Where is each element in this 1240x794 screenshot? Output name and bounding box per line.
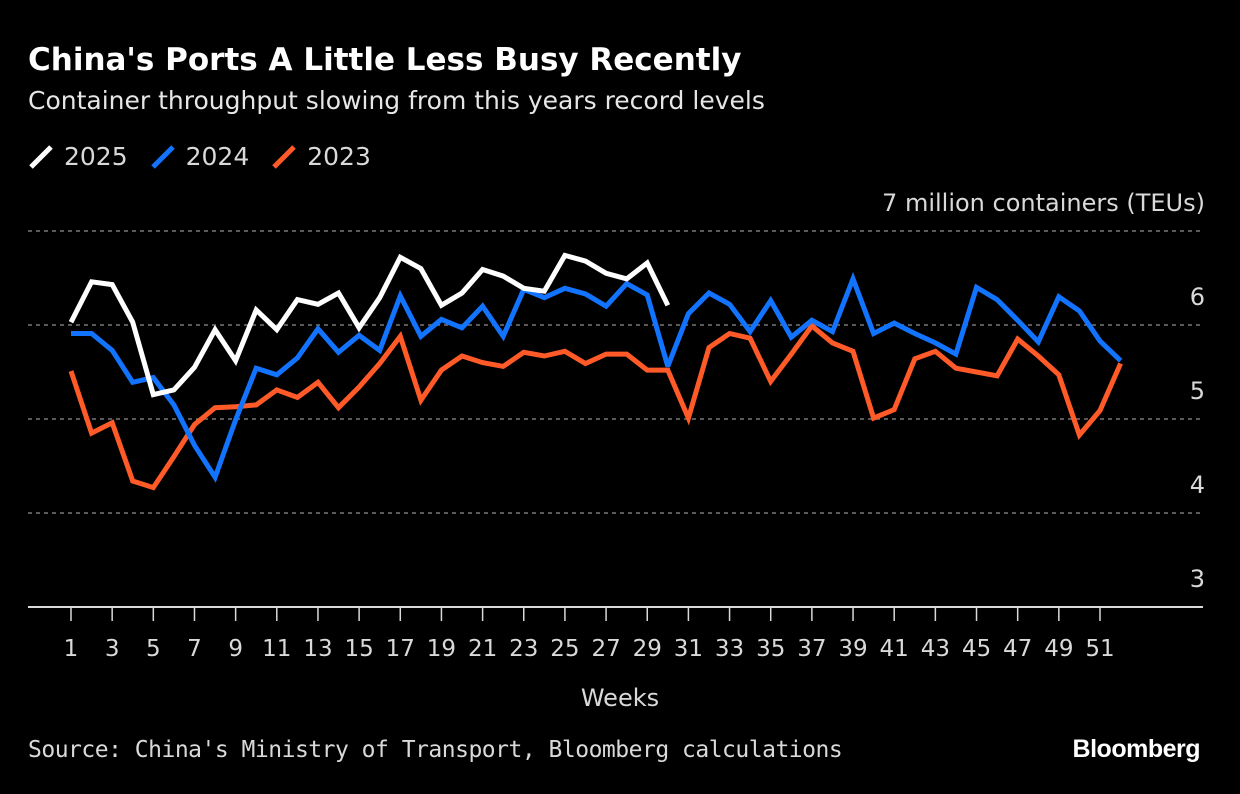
x-tick-label: 47 — [1003, 636, 1032, 662]
x-tick-label: 35 — [756, 636, 785, 662]
bloomberg-logo: Bloomberg — [1072, 735, 1201, 763]
chart-title: China's Ports A Little Less Busy Recentl… — [28, 42, 742, 78]
x-tick-label: 3 — [105, 636, 120, 662]
legend-label: 2024 — [185, 142, 250, 171]
y-tick-label: 7 million containers (TEUs) — [882, 189, 1205, 217]
x-tick-label: 49 — [1044, 636, 1073, 662]
legend-swatch-2025 — [29, 144, 53, 169]
x-tick-label: 23 — [509, 636, 538, 662]
legend-swatch-2024 — [150, 144, 175, 169]
legend-item-2024: 2024 — [150, 142, 250, 171]
y-tick-label: 5 — [1190, 377, 1205, 405]
x-tick-label: 21 — [468, 636, 497, 662]
legend-label: 2025 — [64, 142, 128, 171]
x-tick-label: 41 — [880, 636, 909, 662]
series-line-2025 — [68, 252, 671, 398]
x-tick-label: 51 — [1085, 636, 1114, 662]
legend-label: 2023 — [307, 142, 371, 171]
x-tick-label: 45 — [962, 636, 991, 662]
y-tick-label: 4 — [1190, 471, 1205, 499]
x-tick-label: 31 — [674, 636, 703, 662]
x-tick-label: 15 — [344, 636, 373, 662]
x-tick-label: 11 — [262, 636, 291, 662]
x-tick-label: 7 — [187, 636, 202, 662]
series-line-2023 — [68, 322, 1123, 491]
x-tick-label: 13 — [303, 636, 332, 662]
y-tick-label: 6 — [1190, 283, 1205, 311]
x-tick-label: 39 — [838, 636, 867, 662]
source-note: Source: China's Ministry of Transport, B… — [28, 737, 843, 763]
x-tick-label: 25 — [550, 636, 579, 662]
legend: 2025 2024 2023 — [28, 142, 371, 171]
x-tick-label: 33 — [715, 636, 744, 662]
legend-swatch-2023 — [272, 144, 297, 169]
x-tick-label: 1 — [64, 636, 79, 662]
legend-item-2025: 2025 — [28, 142, 128, 171]
x-tick-label: 27 — [591, 636, 620, 662]
x-axis-title: Weeks — [581, 684, 659, 712]
x-tick-label: 43 — [921, 636, 950, 662]
x-tick-label: 37 — [797, 636, 826, 662]
x-tick-label: 9 — [228, 636, 243, 662]
x-tick-label: 19 — [427, 636, 456, 662]
y-tick-label: 3 — [1190, 565, 1205, 593]
x-tick-label: 5 — [146, 636, 161, 662]
x-tick-label: 29 — [633, 636, 662, 662]
legend-item-2023: 2023 — [271, 142, 371, 171]
x-tick-label: 17 — [386, 636, 415, 662]
series-line-2024 — [71, 271, 1123, 483]
chart-subtitle: Container throughput slowing from this y… — [28, 86, 765, 115]
